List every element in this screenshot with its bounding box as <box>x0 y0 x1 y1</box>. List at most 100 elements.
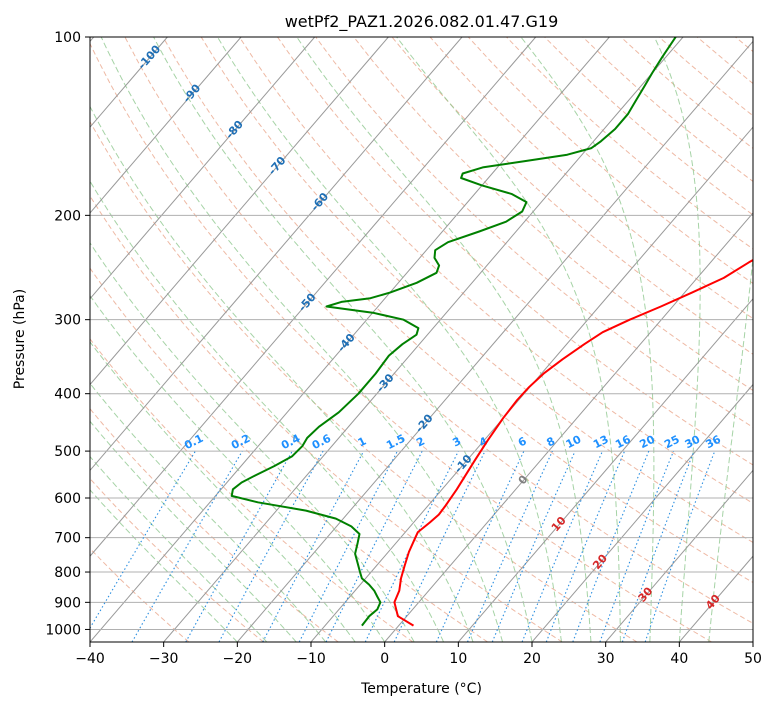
mixing-ratio-line <box>298 450 398 642</box>
dry-adiabat <box>658 37 753 117</box>
y-tick-label: 900 <box>54 595 81 611</box>
moist-adiabat <box>90 105 474 642</box>
isotherm-line <box>90 37 537 557</box>
dry-adiabat <box>90 267 488 642</box>
moist-adiabat <box>708 253 753 642</box>
x-tick-label: 0 <box>380 651 389 667</box>
moist-adiabat <box>90 382 327 642</box>
x-axis-label: Temperature (°C) <box>360 681 482 697</box>
dry-adiabat <box>200 37 753 544</box>
isotherm-line <box>310 126 753 642</box>
dry-adiabat <box>162 37 753 584</box>
moist-adiabat <box>90 455 268 642</box>
dry-adiabat <box>735 37 753 53</box>
mixing-ratio-line <box>435 450 525 642</box>
mixing-ratio-line <box>262 450 365 642</box>
dry-adiabat <box>696 37 753 85</box>
dry-adiabat <box>391 37 753 355</box>
mixing-ratio-label: 1.5 <box>384 432 407 452</box>
y-tick-label: 1000 <box>45 622 81 638</box>
dry-adiabat <box>90 477 264 642</box>
y-tick-label: 600 <box>54 491 81 507</box>
plot-frame <box>89 36 754 643</box>
x-tick-label: 50 <box>744 651 762 667</box>
dry-adiabat <box>124 37 753 624</box>
mixing-ratio-line <box>545 450 626 642</box>
chart-title: wetPf2_PAZ1.2026.082.01.47.G19 <box>285 12 559 32</box>
dry-adiabat <box>277 37 753 466</box>
x-tick-label: −40 <box>75 651 105 667</box>
y-tick-label: 700 <box>54 531 81 547</box>
y-tick-label: 100 <box>54 30 81 46</box>
isotherm-line <box>90 37 389 386</box>
isotherm-line <box>531 383 753 642</box>
mixing-ratio-label: 16 <box>613 433 633 452</box>
moist-adiabat <box>90 489 238 642</box>
isotherm-line <box>457 297 753 642</box>
x-tick-label: 40 <box>670 651 688 667</box>
mixing-ratio-line <box>572 450 650 642</box>
isotherm-line <box>163 37 684 642</box>
moist-adiabat <box>520 37 655 642</box>
moist-adiabat <box>90 180 445 642</box>
moist-adiabat <box>90 420 297 642</box>
dry-adiabat <box>90 120 638 642</box>
isotherm-line <box>384 212 753 642</box>
dry-adiabat <box>429 37 753 320</box>
mixing-ratio-line <box>644 450 716 642</box>
plot-area: 0.1 0.2 0.4 0.6 1 1.5 2 3 4 6 8 10 13 16 20 25 30 36-100-… <box>90 37 753 642</box>
mixing-ratio-label: 8 <box>544 434 557 449</box>
mixing-ratio-label: 6 <box>516 434 529 449</box>
dry-adiabat <box>90 407 339 642</box>
dewpoint-profile <box>230 37 677 627</box>
x-tick-label: −30 <box>149 651 179 667</box>
moist-adiabat <box>90 341 356 642</box>
mixing-ratio-label: 10 <box>564 433 584 452</box>
axis-ticks: −40 −30 −20 −10 0 10 20 30 40 5010020030040050060… <box>45 30 762 667</box>
temperature-profile <box>393 258 753 627</box>
isotherm-line <box>90 37 610 642</box>
mixing-ratio-label: 2 <box>414 434 427 449</box>
mixing-ratio-line <box>466 450 553 642</box>
moist-adiabat <box>217 37 562 642</box>
mixing-ratio-label: 0.1 <box>182 432 205 452</box>
mixing-ratio-line <box>131 450 243 642</box>
dry-adiabat <box>353 37 753 392</box>
dry-adiabat <box>238 37 753 504</box>
dry-adiabat <box>90 42 712 642</box>
y-axis-label: Pressure (hPa) <box>12 289 28 389</box>
mixing-ratio-label: 1 <box>356 434 369 449</box>
y-tick-label: 200 <box>54 208 81 224</box>
mixing-ratio-line <box>364 450 459 642</box>
mixing-ratio-line <box>218 450 324 642</box>
mixing-ratio-line <box>491 450 576 642</box>
moist-adiabat <box>396 37 621 642</box>
y-tick-label: 800 <box>54 565 81 581</box>
mixing-ratio-label: 25 <box>662 433 682 452</box>
y-tick-label: 400 <box>54 387 81 403</box>
x-tick-label: −20 <box>223 651 253 667</box>
isotherm-line <box>605 469 753 642</box>
isotherm-line <box>90 37 463 472</box>
mixing-ratio-label: 3 <box>450 434 463 449</box>
mixing-ratio-line <box>325 450 423 642</box>
x-tick-label: 30 <box>597 651 615 667</box>
isotherm-line <box>752 641 753 642</box>
moist-adiabat <box>653 37 701 642</box>
isotherm-line <box>236 40 753 642</box>
y-tick-label: 300 <box>54 313 81 329</box>
moist-adiabat <box>90 241 415 642</box>
x-tick-label: 10 <box>449 651 467 667</box>
dry-adiabat <box>90 195 563 642</box>
moist-adiabat <box>90 294 386 642</box>
mixing-ratio-label: 36 <box>703 433 723 452</box>
mixing-ratio-label: 13 <box>591 433 611 452</box>
mixing-ratio-line <box>393 450 486 642</box>
mixing-ratio-line <box>599 450 675 642</box>
isotherm-line <box>90 37 316 300</box>
y-tick-label: 500 <box>54 444 81 460</box>
mixing-ratio-label: 30 <box>683 433 703 452</box>
dry-adiabat <box>467 37 753 285</box>
mixing-ratio-label: 20 <box>637 433 657 452</box>
